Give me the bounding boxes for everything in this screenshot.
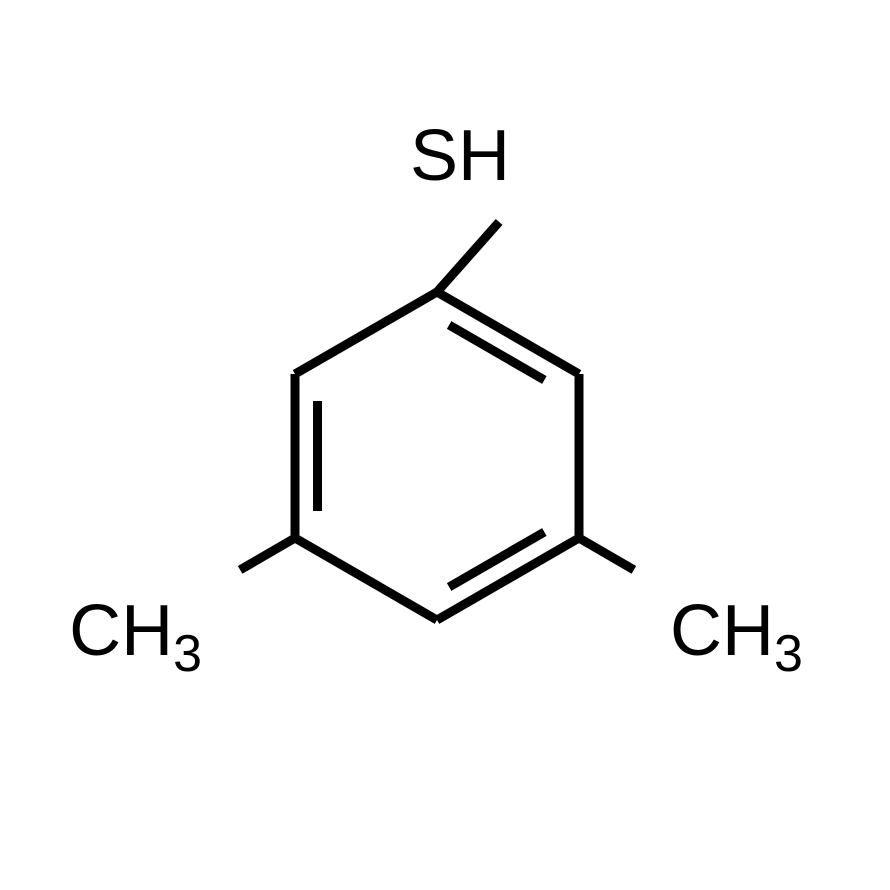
atom-label: SH [410, 116, 510, 196]
molecule-diagram: SHCH3CH3 [0, 0, 890, 890]
